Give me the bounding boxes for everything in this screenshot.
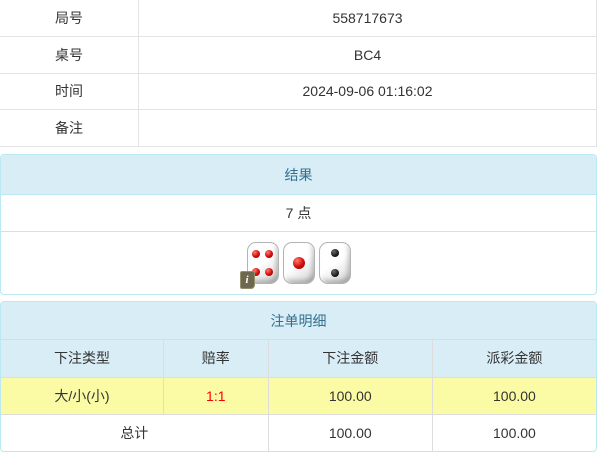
die-pip [252,267,261,276]
remark-value [139,110,596,146]
table-number-label: 桌号 [0,36,139,73]
bets-panel: 注单明细 下注类型 赔率 下注金额 派彩金额 大/小(小) 1:1 100.00… [0,301,597,452]
total-bet-amount-cell: 100.00 [267,413,433,451]
bet-amount-cell: 100.00 [267,376,433,414]
table-number-value: BC4 [353,46,382,63]
bet-odds-cell: 1:1 [162,376,269,414]
bets-header-row: 下注类型 赔率 下注金额 派彩金额 [1,340,596,377]
total-payout-cell: 100.00 [431,413,596,451]
info-row-time: 时间 2024-09-06 01:16:02 [0,73,596,111]
result-points: 7 点 [1,195,596,232]
die-2-icon [282,242,315,284]
die-1-icon: i [239,242,279,289]
die-pip [264,267,273,276]
die-pip [292,257,305,269]
total-label-cell: 总计 [1,413,269,451]
dice-row: i [1,232,596,294]
bets-panel-title: 注单明细 [1,302,596,340]
bet-payout-cell: 100.00 [431,376,596,414]
die-3-icon [318,242,351,284]
bet-type-cell: 大/小(小) [1,376,164,414]
col-header-odds: 赔率 [162,340,269,377]
result-panel: 结果 7 点 i [0,154,597,295]
col-header-bet-type: 下注类型 [1,340,164,377]
round-number-value: 558717673 [332,9,403,26]
round-number-label: 局号 [0,0,139,36]
die-pip [264,250,273,259]
die-pip [330,249,339,258]
col-header-bet-amount: 下注金额 [267,340,433,377]
bets-table: 下注类型 赔率 下注金额 派彩金额 大/小(小) 1:1 100.00 100.… [1,340,596,451]
remark-label: 备注 [0,110,139,146]
info-row-remark: 备注 [0,110,596,147]
bet-row: 大/小(小) 1:1 100.00 100.00 [1,376,596,414]
info-row-table: 桌号 BC4 [0,36,596,74]
info-row-round: 局号 558717673 [0,0,596,37]
total-row: 总计 100.00 100.00 [1,413,596,451]
game-info-table: 局号 558717673 桌号 BC4 时间 2024-09-06 01:16:… [0,0,597,147]
bet-result-page: 局号 558717673 桌号 BC4 时间 2024-09-06 01:16:… [0,0,597,452]
die-pip [330,268,339,277]
info-badge-icon[interactable]: i [239,271,255,289]
result-panel-title: 结果 [1,155,596,195]
time-label: 时间 [0,73,139,110]
col-header-payout: 派彩金额 [431,340,596,377]
die-pip [252,250,261,259]
time-value: 2024-09-06 01:16:02 [302,83,433,100]
